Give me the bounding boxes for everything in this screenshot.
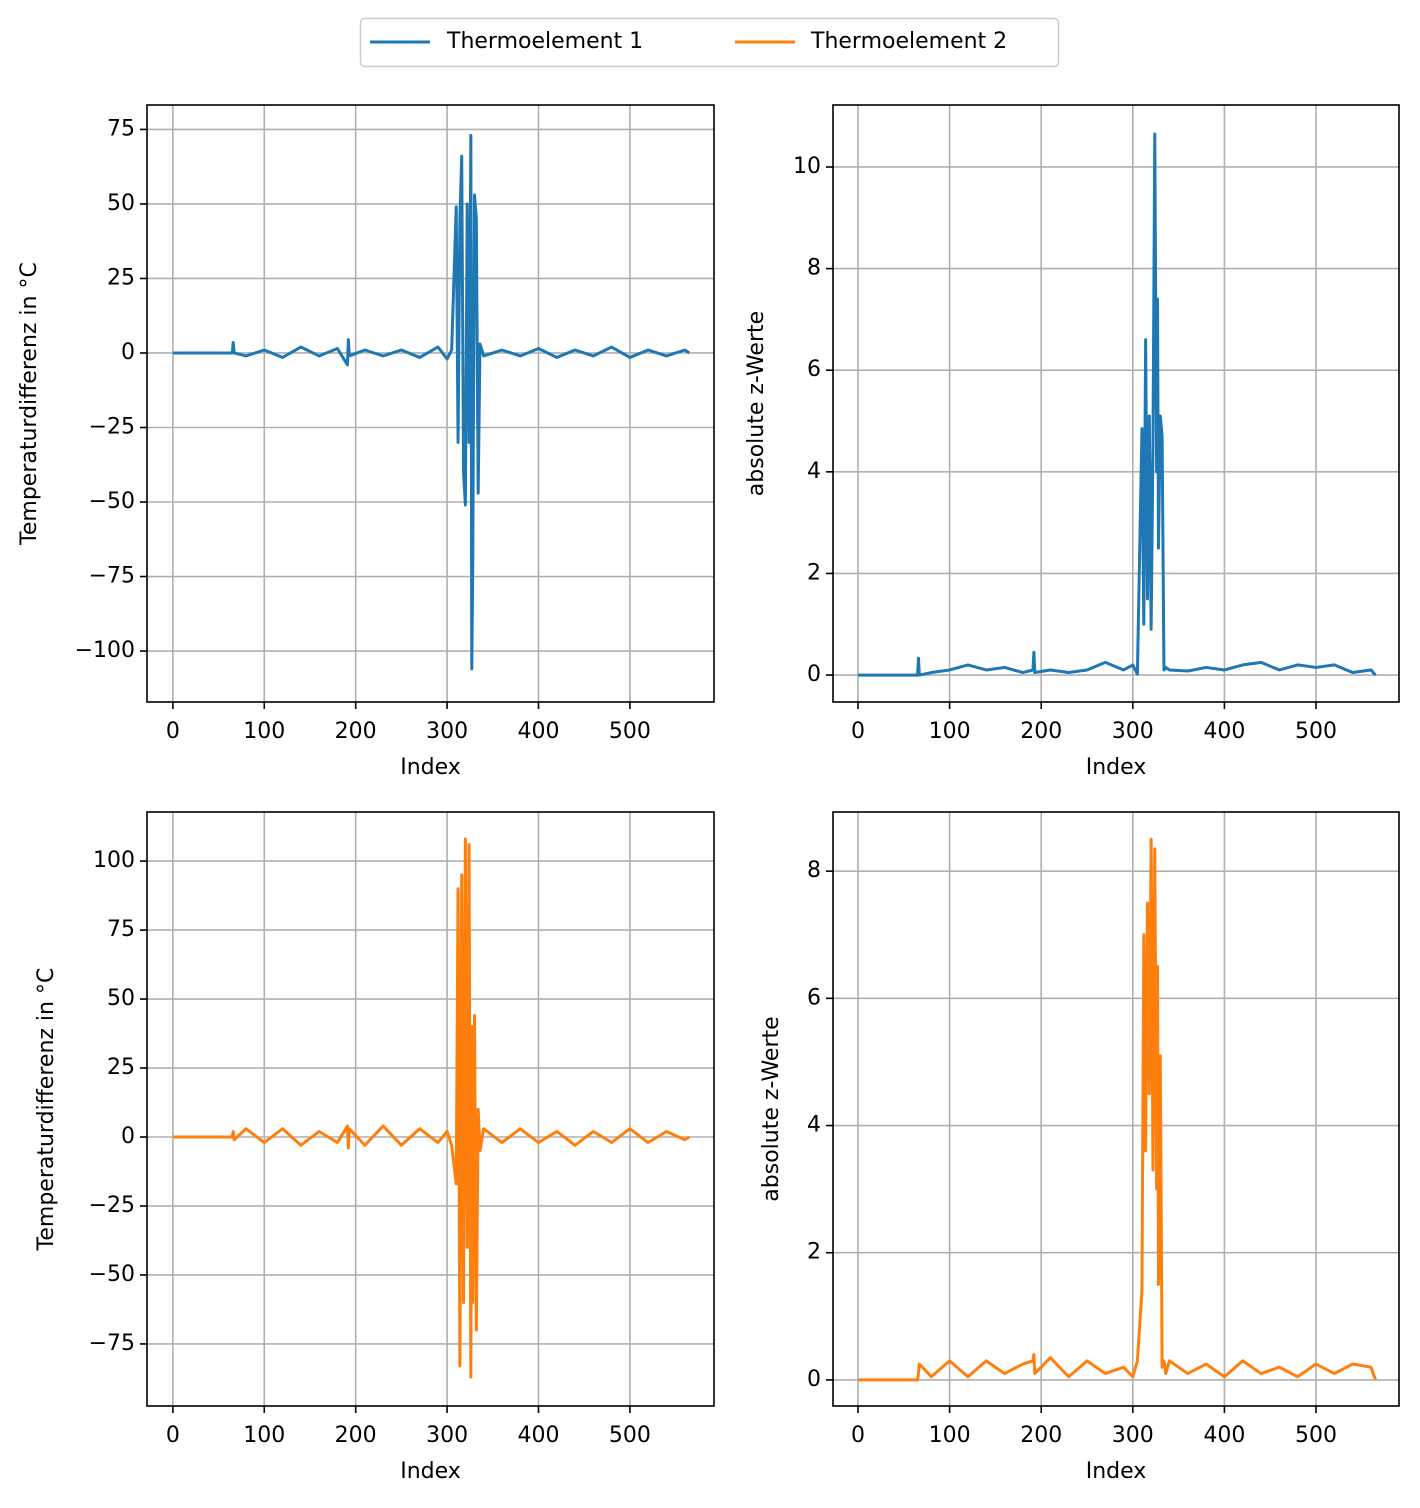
plot-frame: [146, 104, 715, 703]
x-axis-label: Index: [1086, 1459, 1147, 1484]
y-tick-label: −25: [89, 414, 135, 439]
x-tick-label: 300: [1112, 719, 1154, 744]
x-axis-label: Index: [1086, 755, 1147, 780]
x-tick-label: 200: [335, 1423, 377, 1448]
x-tick-label: 500: [609, 719, 651, 744]
y-tick-label: −50: [89, 489, 135, 514]
y-tick-label: 0: [121, 340, 135, 365]
y-tick-label: 25: [107, 265, 135, 290]
x-tick-label: 0: [851, 1423, 865, 1448]
x-tick-label: 300: [426, 1423, 468, 1448]
x-tick-label: 400: [517, 1423, 559, 1448]
y-axis-label: Temperaturdifferenz in °C: [17, 262, 42, 546]
plot-frame: [146, 811, 715, 1407]
y-tick-label: 50: [107, 191, 135, 216]
legend-label: Thermoelement 2: [810, 29, 1007, 54]
x-tick-label: 200: [1020, 1423, 1062, 1448]
data-line: [858, 132, 1377, 677]
x-tick-label: 400: [517, 719, 559, 744]
x-tick-label: 500: [1295, 719, 1337, 744]
y-tick-label: 75: [107, 116, 135, 141]
y-tick-label: 6: [807, 985, 821, 1010]
x-tick-label: 0: [851, 719, 865, 744]
x-tick-label: 100: [929, 1423, 971, 1448]
y-tick-label: 50: [107, 986, 135, 1011]
plot-frame: [832, 811, 1400, 1407]
y-tick-label: 25: [107, 1055, 135, 1080]
x-tick-label: 100: [243, 719, 285, 744]
data-line: [172, 837, 691, 1379]
y-tick-label: 0: [121, 1124, 135, 1149]
y-tick-label: −75: [89, 1331, 135, 1356]
y-tick-label: −75: [89, 564, 135, 589]
y-tick-label: 4: [807, 1113, 821, 1138]
x-tick-label: 0: [166, 719, 180, 744]
x-tick-label: 400: [1203, 719, 1245, 744]
x-tick-label: 300: [1112, 1423, 1154, 1448]
y-tick-label: 10: [793, 154, 821, 179]
y-tick-label: 6: [807, 357, 821, 382]
y-tick-label: 8: [807, 256, 821, 281]
x-tick-label: 400: [1203, 1423, 1245, 1448]
x-tick-label: 200: [335, 719, 377, 744]
y-axis-label: absolute z-Werte: [744, 311, 769, 496]
y-tick-label: 100: [93, 848, 135, 873]
y-tick-label: 2: [807, 1240, 821, 1265]
y-axis-label: Temperaturdifferenz in °C: [34, 968, 59, 1252]
x-tick-label: 500: [1295, 1423, 1337, 1448]
y-tick-label: 0: [807, 662, 821, 687]
y-tick-label: 0: [807, 1367, 821, 1392]
x-tick-label: 200: [1020, 719, 1062, 744]
y-tick-label: 75: [107, 917, 135, 942]
y-tick-label: 4: [807, 459, 821, 484]
x-axis-label: Index: [400, 1459, 461, 1484]
x-tick-label: 100: [929, 719, 971, 744]
x-tick-label: 0: [166, 1423, 180, 1448]
data-line: [858, 837, 1377, 1382]
y-tick-label: 2: [807, 560, 821, 585]
x-tick-label: 500: [609, 1423, 651, 1448]
y-tick-label: 8: [807, 858, 821, 883]
legend-label: Thermoelement 1: [446, 29, 643, 54]
x-axis-label: Index: [400, 755, 461, 780]
plot-frame: [832, 104, 1400, 703]
y-axis-label: absolute z-Werte: [759, 1016, 784, 1201]
data-line: [172, 133, 691, 671]
y-tick-label: −100: [75, 638, 135, 663]
x-tick-label: 300: [426, 719, 468, 744]
x-tick-label: 100: [243, 1423, 285, 1448]
legend-box: [359, 17, 1060, 68]
y-tick-label: −25: [89, 1193, 135, 1218]
y-tick-label: −50: [89, 1262, 135, 1287]
